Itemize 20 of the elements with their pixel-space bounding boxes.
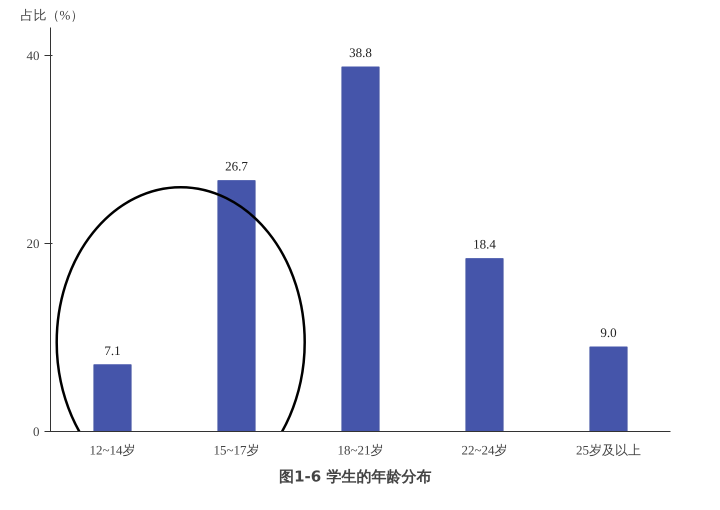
- text: 图1-6 学生的年龄分布: [279, 468, 432, 486]
- data-label: 38.8: [349, 44, 372, 60]
- data-label: 7.1: [104, 342, 121, 358]
- x-tick-label: 12~14岁: [89, 442, 136, 458]
- y-axis-title: 占比（%）: [20, 8, 84, 22]
- data-label: 9.0: [600, 324, 617, 340]
- x-tick-label: 18~21岁: [337, 442, 384, 458]
- data-label: 18.4: [473, 236, 496, 252]
- x-tick-label: 25岁及以上: [576, 442, 641, 458]
- bar: [93, 364, 132, 432]
- bar: [217, 180, 256, 432]
- bar: [465, 258, 504, 432]
- y-tick-label: 0: [33, 424, 40, 439]
- x-tick-label: 22~24岁: [461, 442, 508, 458]
- x-tick-label: 15~17岁: [213, 442, 260, 458]
- data-label: 26.7: [225, 158, 248, 174]
- bar: [589, 346, 628, 432]
- y-tick-label: 40: [26, 48, 40, 64]
- bar: [341, 66, 380, 432]
- y-tick-label: 20: [26, 236, 40, 252]
